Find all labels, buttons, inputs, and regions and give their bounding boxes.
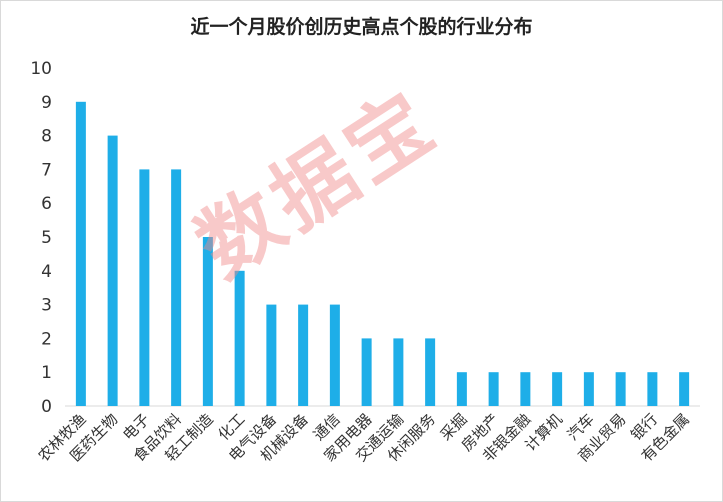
bar	[456, 372, 467, 406]
y-tick-label: 10	[30, 59, 52, 79]
bar	[107, 135, 118, 406]
y-tick-label: 4	[41, 262, 52, 282]
bar	[202, 237, 213, 406]
y-tick-label: 3	[41, 296, 52, 316]
bar	[647, 372, 658, 406]
chart-title: 近一个月股价创历史高点个股的行业分布	[190, 16, 533, 38]
y-tick-label: 9	[41, 93, 52, 113]
bar	[234, 270, 245, 406]
bar	[520, 372, 531, 406]
bar	[679, 372, 690, 406]
bar	[329, 304, 340, 406]
bar	[488, 372, 499, 406]
bar	[298, 304, 309, 406]
y-tick-label: 5	[41, 228, 52, 248]
y-tick-label: 2	[41, 329, 52, 349]
bar	[75, 101, 86, 407]
bar	[425, 338, 436, 406]
bar	[171, 169, 182, 406]
bar	[552, 372, 563, 406]
y-tick-label: 0	[41, 397, 52, 417]
bar	[266, 304, 277, 406]
bar	[583, 372, 594, 406]
y-tick-label: 6	[41, 194, 52, 214]
bar	[361, 338, 372, 406]
bar	[393, 338, 404, 406]
y-tick-label: 8	[41, 127, 52, 147]
y-tick-label: 7	[41, 160, 52, 180]
y-tick-label: 1	[41, 363, 52, 383]
bar	[139, 169, 150, 406]
bar	[615, 372, 626, 406]
